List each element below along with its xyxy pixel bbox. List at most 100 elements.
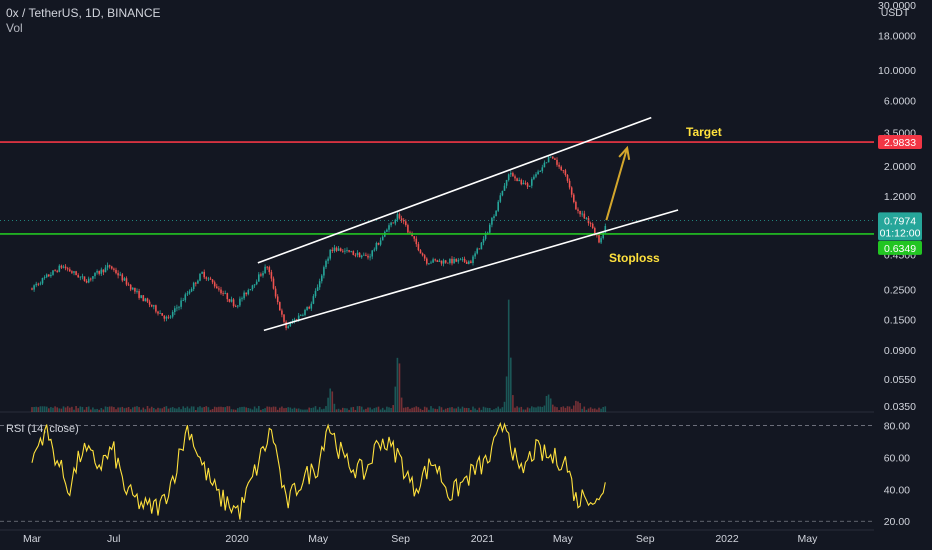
candle-body bbox=[522, 182, 525, 185]
volume-bar bbox=[333, 403, 336, 412]
volume-bar bbox=[182, 406, 184, 412]
volume-bar bbox=[169, 407, 172, 412]
candle-body bbox=[451, 258, 453, 264]
price-levels[interactable] bbox=[0, 141, 874, 235]
candle-body bbox=[96, 271, 98, 273]
candle-body bbox=[266, 266, 268, 268]
volume-bar bbox=[58, 408, 61, 412]
candle-body bbox=[402, 220, 405, 222]
volume-bar bbox=[589, 407, 592, 412]
candle-body bbox=[316, 287, 319, 291]
volume-bar bbox=[335, 409, 338, 412]
volume-bar bbox=[526, 407, 529, 412]
volume-bar bbox=[407, 406, 409, 412]
candle-body bbox=[279, 302, 281, 311]
candle-body bbox=[108, 265, 111, 267]
volume-bar bbox=[430, 406, 432, 412]
candle-body bbox=[157, 311, 159, 314]
volume-bar bbox=[43, 406, 46, 412]
candle-body bbox=[325, 260, 327, 268]
volume-bar bbox=[402, 407, 405, 412]
candle-body bbox=[396, 214, 399, 220]
volume-bar bbox=[356, 406, 359, 412]
channel-drawings[interactable] bbox=[257, 116, 679, 332]
target-price-tag-background bbox=[878, 135, 922, 150]
volume-bar bbox=[528, 408, 531, 412]
candle-body bbox=[136, 291, 138, 292]
candle-body bbox=[52, 270, 54, 275]
candle-body bbox=[270, 272, 273, 279]
candle-body bbox=[560, 166, 562, 170]
candle-body bbox=[480, 242, 483, 250]
candle-body bbox=[75, 271, 77, 276]
candle-body bbox=[186, 293, 189, 295]
volume-bar bbox=[255, 408, 258, 412]
symbol-title: 0x / TetherUS, 1D, BINANCE bbox=[6, 6, 161, 20]
volume-bar bbox=[119, 407, 121, 412]
volume-bar bbox=[90, 409, 92, 412]
volume-bar bbox=[377, 406, 380, 412]
candle-body bbox=[31, 288, 33, 290]
candlesticks bbox=[31, 155, 607, 331]
chart-labels: Target Stoploss bbox=[609, 125, 722, 265]
volume-bar bbox=[207, 407, 210, 412]
candle-body bbox=[335, 247, 338, 251]
candle-body bbox=[289, 322, 292, 327]
candle-body bbox=[394, 219, 397, 224]
candle-body bbox=[117, 273, 119, 276]
candle-body bbox=[495, 210, 497, 217]
volume-bar bbox=[342, 407, 344, 412]
candle-body bbox=[350, 251, 352, 252]
volume-bar bbox=[524, 409, 527, 412]
price-axis[interactable]: USDT30.000018.000010.00006.00003.50002.0… bbox=[874, 0, 932, 550]
candle-body bbox=[127, 284, 130, 286]
volume-bar bbox=[417, 407, 420, 412]
volume-bar bbox=[205, 406, 208, 412]
current-price-tag: 0.7974 bbox=[884, 215, 916, 227]
candle-body bbox=[337, 248, 340, 251]
candle-body bbox=[62, 266, 65, 268]
volume-bar bbox=[390, 408, 392, 412]
volume-bar bbox=[337, 408, 340, 412]
volume-bar bbox=[144, 409, 147, 412]
volume-bar bbox=[102, 409, 105, 412]
channel-lower-line bbox=[263, 209, 679, 332]
volume-bar bbox=[365, 408, 367, 412]
projection-arrow-head bbox=[618, 145, 631, 160]
volume-bar bbox=[274, 406, 277, 412]
candle-body bbox=[163, 315, 166, 319]
volume-bar bbox=[434, 408, 436, 412]
volume-bar bbox=[167, 408, 170, 412]
candle-body bbox=[211, 279, 214, 283]
volume-bar bbox=[329, 388, 331, 412]
candle-body bbox=[535, 174, 537, 177]
volume-bar bbox=[190, 406, 193, 412]
candle-body bbox=[94, 272, 96, 277]
volume-bar bbox=[138, 407, 140, 412]
volume-bar bbox=[363, 409, 365, 412]
volume-bar bbox=[503, 401, 506, 412]
volume-bar bbox=[136, 406, 138, 412]
candle-body bbox=[87, 278, 90, 283]
candle-body bbox=[306, 307, 308, 310]
volume-bar bbox=[310, 408, 313, 412]
volume-bar bbox=[587, 408, 590, 412]
volume-bar bbox=[531, 406, 533, 412]
volume-bar bbox=[484, 407, 487, 412]
volume-bar bbox=[539, 406, 541, 412]
rsi-tick-label: 80.00 bbox=[884, 421, 910, 433]
candle-body bbox=[302, 314, 304, 316]
candle-body bbox=[140, 295, 142, 298]
volume-bar bbox=[465, 407, 468, 412]
volume-bar bbox=[369, 407, 371, 412]
rsi-tick-label: 60.00 bbox=[884, 452, 910, 464]
time-axis[interactable]: Mar Jul 2020 May Sep 2021 May Sep 2022 May bbox=[23, 533, 818, 545]
volume-bar bbox=[583, 406, 586, 412]
candle-body bbox=[600, 238, 602, 243]
volume-bar bbox=[533, 407, 535, 412]
volume-bar bbox=[69, 407, 71, 412]
candle-body bbox=[405, 221, 407, 226]
volume-bar bbox=[470, 409, 472, 412]
candle-body bbox=[255, 281, 258, 285]
